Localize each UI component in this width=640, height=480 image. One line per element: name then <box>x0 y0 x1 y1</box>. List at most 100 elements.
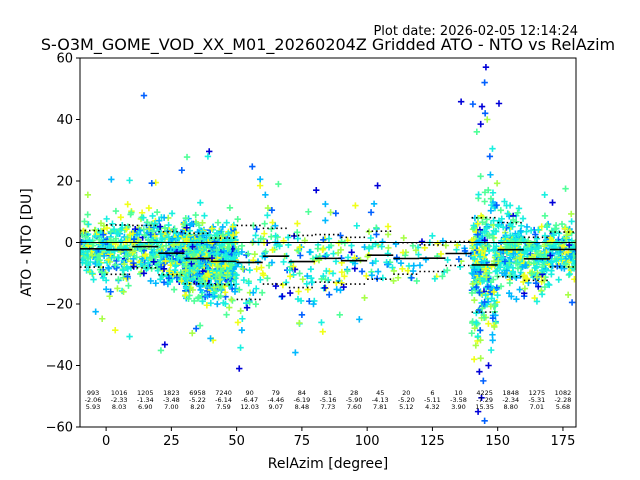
scatter-point-bin-2 <box>133 254 140 261</box>
scatter-point-bin-5 <box>210 284 218 291</box>
bin-std-label: 5.12 <box>399 403 413 411</box>
scatter-point-bin-9 <box>320 272 327 280</box>
bin-n-label: 10 <box>454 389 462 397</box>
outlier-point <box>236 365 243 372</box>
outlier-point <box>126 177 133 184</box>
scatter-point-bin-16 <box>510 216 517 224</box>
scatter-point-bin-18 <box>563 232 570 239</box>
scatter-point-bin-17 <box>527 227 535 234</box>
scatter-point-bin-15 <box>489 337 496 344</box>
scatter-point-bin-5 <box>213 267 220 274</box>
scatter-point-bin-1 <box>103 224 111 232</box>
scatter-point-bin-16 <box>499 224 507 231</box>
scatter-point-bin-8 <box>294 220 301 227</box>
scatter-point-bin-17 <box>543 222 551 229</box>
scatter-point-bin-16 <box>507 238 515 245</box>
scatter-point-bin-18 <box>555 250 562 258</box>
scatter-point-bin-1 <box>123 226 130 233</box>
scatter-point-bin-2 <box>141 232 148 239</box>
scatter-point-bin-0 <box>97 244 104 251</box>
scatter-point-bin-4 <box>182 244 189 252</box>
scatter-point-bin-15 <box>469 270 477 278</box>
scatter-point-bin-3 <box>160 214 168 221</box>
scatter-point-bin-5 <box>220 238 228 245</box>
scatter-point-bin-10 <box>344 267 351 275</box>
scatter-point-bin-3 <box>156 223 164 230</box>
scatter-point-bin-7 <box>261 230 268 237</box>
outlier-point <box>356 316 363 323</box>
bin-n-label: 7240 <box>215 389 232 397</box>
scatter-point-bin-12 <box>410 262 417 269</box>
scatter-point-bin-15 <box>474 333 482 340</box>
scatter-point-bin-0 <box>99 239 107 247</box>
scatter-point-bin-18 <box>555 230 563 237</box>
scatter-point-bin-18 <box>566 270 573 278</box>
scatter-point-bin-17 <box>535 283 542 290</box>
scatter-point-bin-2 <box>147 277 154 285</box>
scatter-point-bin-16 <box>502 234 509 241</box>
scatter-point-bin-7 <box>280 258 287 266</box>
scatter-point-bin-9 <box>332 258 340 265</box>
scatter-point-bin-17 <box>532 279 540 287</box>
scatter-point-bin-6 <box>252 301 260 308</box>
scatter-point-bin-3 <box>155 242 162 249</box>
scatter-point-bin-5 <box>221 289 229 296</box>
scatter-point-bin-17 <box>541 251 548 259</box>
scatter-point-bin-15 <box>474 320 481 327</box>
x-tick-label: 25 <box>163 434 180 449</box>
chart-title: S-O3M_GOME_VOD_XX_M01_20260204Z Gridded … <box>41 35 615 55</box>
scatter-point-bin-17 <box>535 226 542 234</box>
scatter-point-bin-15 <box>489 234 497 242</box>
scatter-point-bin-9 <box>323 251 330 259</box>
scatter-point-bin-16 <box>497 254 505 261</box>
scatter-point-bin-10 <box>363 272 370 280</box>
scatter-point-bin-1 <box>121 260 128 268</box>
outlier-point <box>439 237 447 245</box>
outlier-point <box>484 116 491 123</box>
scatter-point-bin-7 <box>262 248 269 255</box>
bin-std-label: 5.68 <box>556 403 570 411</box>
scatter-point-bin-9 <box>330 250 337 257</box>
scatter-point-bin-15 <box>469 280 476 288</box>
scatter-point-bin-11 <box>373 231 380 238</box>
scatter-point-bin-6 <box>254 258 262 265</box>
scatter-point-bin-4 <box>188 260 195 267</box>
scatter-point-bin-1 <box>125 282 132 289</box>
scatter-point-bin-15 <box>493 201 500 209</box>
scatter-point-bin-2 <box>144 259 152 267</box>
scatter-point-bin-15 <box>483 216 490 223</box>
scatter-point-bin-17 <box>541 243 548 250</box>
outlier-point <box>275 180 282 188</box>
scatter-point-bin-4 <box>188 220 195 228</box>
scatter-point-bin-15 <box>490 246 497 253</box>
scatter-point-bin-15 <box>489 315 497 322</box>
scatter-point-bin-9 <box>334 249 342 257</box>
outlier-point <box>319 328 326 335</box>
bin-mean-label: -5.31 <box>528 396 545 404</box>
scatter-point-bin-7 <box>276 242 283 250</box>
scatter-point-bin-4 <box>196 283 203 290</box>
scatter-point-bin-15 <box>471 296 478 304</box>
scatter-point-bin-15 <box>473 283 480 291</box>
scatter-point-bin-5 <box>219 223 226 231</box>
outlier-point <box>564 291 572 298</box>
scatter-point-bin-4 <box>194 271 201 279</box>
scatter-point-bin-15 <box>486 232 493 239</box>
scatter-point-bin-17 <box>531 294 538 302</box>
bin-mean-label: -5.16 <box>320 396 337 404</box>
outlier-point <box>126 333 133 340</box>
scatter-point-bin-1 <box>103 286 110 293</box>
scatter-point-bin-5 <box>223 219 230 226</box>
scatter-point-bin-10 <box>338 268 346 276</box>
scatter-point-bin-12 <box>394 274 402 281</box>
scatter-point-bin-4 <box>199 219 206 226</box>
scatter-point-bin-17 <box>546 281 553 289</box>
scatter-point-bin-0 <box>80 256 86 263</box>
scatter-point-bin-11 <box>369 243 376 250</box>
scatter-point-bin-1 <box>106 293 113 300</box>
scatter-point-bin-3 <box>168 257 175 265</box>
scatter-point-bin-2 <box>140 270 148 277</box>
bin-n-label: 1275 <box>529 389 546 397</box>
scatter-point-bin-10 <box>358 268 366 275</box>
scatter-point-bin-9 <box>337 232 344 239</box>
